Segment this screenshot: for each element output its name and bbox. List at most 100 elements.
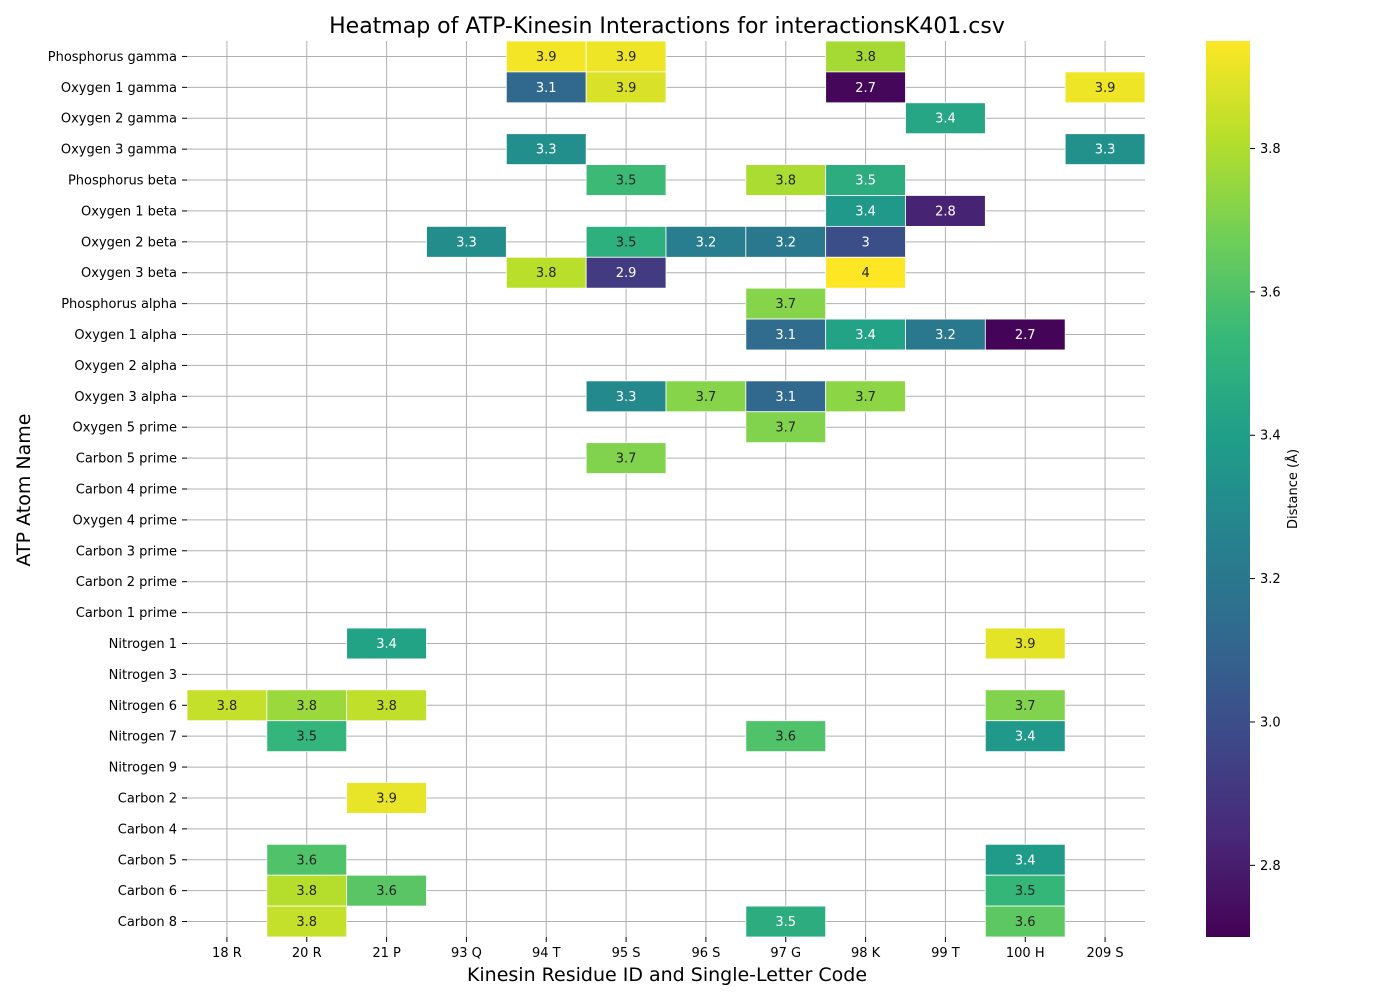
y-tick-label: Phosphorus beta <box>68 174 177 189</box>
heatmap-cell <box>346 689 427 722</box>
x-tick-labels: 18 R 20 R 21 P 93 Q 94 T 95 S 96 S 97 G 98 K 99 T… <box>212 937 1124 961</box>
y-tick-label: Nitrogen 1 <box>109 637 177 652</box>
cell-value-label: 3.7 <box>775 421 796 436</box>
cell-value-label: 3.1 <box>775 390 796 405</box>
cell-value-label: 3.5 <box>775 915 796 930</box>
cell-value-label: 3.4 <box>376 637 397 652</box>
heatmap-cell <box>585 40 667 73</box>
heatmap-cell <box>266 874 348 907</box>
heatmap-cell <box>665 380 747 413</box>
cell-value-label: 2.7 <box>855 81 876 96</box>
cell-value-label: 3.9 <box>1095 81 1116 96</box>
cell-value-label: 3.2 <box>696 235 717 250</box>
heatmap-cell <box>984 318 1066 351</box>
y-tick-label: Nitrogen 3 <box>109 668 177 683</box>
heatmap-cell <box>905 102 986 135</box>
heatmap-cell <box>266 720 348 753</box>
cell-value-label: 3.1 <box>775 328 796 343</box>
y-tick-label: Phosphorus alpha <box>61 297 177 312</box>
cell-value-label: 3.3 <box>536 143 557 158</box>
y-tick-label: Carbon 5 prime <box>76 452 177 467</box>
y-tick-label: Carbon 6 <box>118 884 177 899</box>
colorbar-tick-label: 2.8 <box>1260 859 1281 874</box>
y-tick-label: Oxygen 1 beta <box>81 204 177 219</box>
cell-value-label: 3.6 <box>1015 915 1036 930</box>
colorbar-tick-label: 3.0 <box>1260 715 1281 730</box>
x-tick-label: 93 Q <box>451 946 482 961</box>
y-tick-label: Phosphorus gamma <box>48 50 177 65</box>
cell-value-label: 3.8 <box>775 174 796 189</box>
heatmap-cell <box>346 627 427 660</box>
x-tick-label: 95 S <box>612 946 641 961</box>
heatmap-cell <box>186 689 268 722</box>
heatmap-cell <box>745 411 827 444</box>
y-tick-label: Oxygen 3 beta <box>81 266 177 281</box>
x-tick-label: 209 S <box>1086 946 1123 961</box>
cell-value-label: 3.5 <box>296 730 317 745</box>
x-tick-label: 98 K <box>851 946 881 961</box>
heatmap-cell <box>266 843 348 876</box>
colorbar-ticks: 2.8 3.0 3.2 3.4 3.6 3.8 <box>1250 142 1281 874</box>
heatmap-cell <box>905 318 986 351</box>
cell-value-label: 3.8 <box>855 50 876 65</box>
y-tick-labels: Phosphorus gamma Oxygen 1 gamma Oxygen 2 g… <box>48 50 187 930</box>
colorbar-tick-label: 3.6 <box>1260 285 1281 300</box>
y-tick-label: Oxygen 5 prime <box>72 421 177 436</box>
cell-value-label: 3.7 <box>775 297 796 312</box>
y-tick-label: Oxygen 3 gamma <box>61 143 177 158</box>
heatmap-cell <box>266 905 348 938</box>
y-tick-label: Carbon 4 <box>118 822 177 837</box>
cell-value-label: 3.8 <box>296 884 317 899</box>
cell-value-label: 2.7 <box>1015 328 1036 343</box>
cell-value-label: 3.8 <box>536 266 557 281</box>
cell-value-label: 3.7 <box>855 390 876 405</box>
x-tick-label: 20 R <box>292 946 322 961</box>
heatmap-cell <box>825 164 906 196</box>
x-tick-label: 21 P <box>372 946 401 961</box>
cell-value-label: 3.9 <box>616 81 637 96</box>
cell-value-label: 3.8 <box>296 915 317 930</box>
heatmap-cell <box>665 225 747 258</box>
cell-value-label: 3.3 <box>616 390 637 405</box>
heatmap-cell <box>585 442 667 474</box>
heatmap-cell <box>825 256 906 289</box>
cell-value-label: 2.8 <box>935 204 956 219</box>
heatmap-cell <box>825 380 906 413</box>
cell-value-label: 3.2 <box>775 235 796 250</box>
x-tick-label: 100 H <box>1006 946 1045 961</box>
y-tick-label: Carbon 5 <box>118 853 177 868</box>
x-tick-label: 94 T <box>532 946 561 961</box>
cell-value-label: 3.6 <box>775 730 796 745</box>
heatmap-cell <box>984 720 1066 753</box>
heatmap-cell <box>984 627 1066 660</box>
y-tick-label: Oxygen 2 gamma <box>61 112 177 127</box>
y-tick-label: Nitrogen 9 <box>109 761 177 776</box>
chart-title: Heatmap of ATP-Kinesin Interactions for … <box>329 14 1005 39</box>
y-tick-label: Nitrogen 7 <box>109 730 177 745</box>
heatmap-cell <box>745 164 827 196</box>
x-tick-label: 18 R <box>212 946 242 961</box>
colorbar-tick-label: 3.8 <box>1260 142 1281 157</box>
cell-value-label: 3.9 <box>536 50 557 65</box>
heatmap-cell <box>585 71 667 104</box>
y-tick-label: Carbon 3 prime <box>76 544 177 559</box>
heatmap-cell <box>585 256 667 289</box>
cell-value-label: 3.9 <box>1015 637 1036 652</box>
y-tick-label: Carbon 2 prime <box>76 575 177 590</box>
cell-value-label: 3.6 <box>376 884 397 899</box>
heatmap-cell <box>1064 133 1146 165</box>
heatmap-cell <box>505 133 587 165</box>
cell-value-label: 3.3 <box>1095 143 1116 158</box>
cell-value-label: 3.8 <box>296 699 317 714</box>
y-tick-label: Carbon 4 prime <box>76 483 177 498</box>
cell-value-label: 3.3 <box>456 235 477 250</box>
y-tick-label: Carbon 2 <box>118 791 177 806</box>
heatmap-cell <box>825 318 906 351</box>
cell-value-label: 3.2 <box>935 328 956 343</box>
y-tick-label: Oxygen 4 prime <box>72 513 177 528</box>
x-tick-label: 96 S <box>691 946 720 961</box>
y-tick-label: Nitrogen 6 <box>109 699 177 714</box>
cell-value-label: 3.8 <box>376 699 397 714</box>
